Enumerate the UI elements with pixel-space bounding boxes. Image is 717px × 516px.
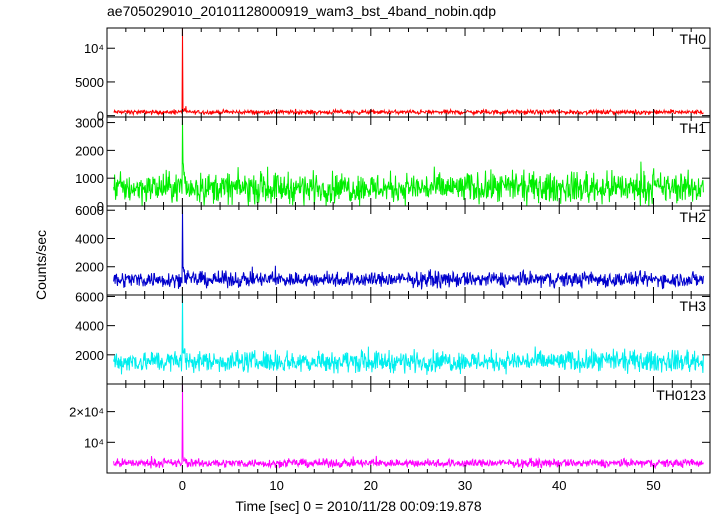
x-tick-label: 30: [458, 478, 472, 493]
y-tick-label: 4000: [75, 319, 104, 334]
y-tick-label: 10⁴: [84, 435, 104, 450]
x-tick-label: 40: [552, 478, 566, 493]
y-tick-label: 1000: [75, 171, 104, 186]
y-tick-label: 10⁴: [84, 41, 104, 56]
y-tick-label: 4000: [75, 231, 104, 246]
y-tick-label: 6000: [75, 203, 104, 218]
panel-th3: 2000 4000 6000 TH3: [75, 289, 711, 385]
y-tick-label: 2000: [75, 348, 104, 363]
series-line-th3: [113, 295, 704, 375]
y-tick-label: 6000: [75, 289, 104, 304]
panel-frame: [106, 383, 711, 474]
panel-frame: [106, 27, 711, 118]
panel-label-th0: TH0: [680, 31, 707, 47]
series-line-th2: [113, 206, 704, 290]
panel-th2: 2000 4000 6000 TH2: [75, 203, 711, 296]
y-tick-label: 0: [97, 109, 104, 124]
x-tick-label: 10: [269, 478, 283, 493]
y-tick-label: 0: [97, 199, 104, 214]
panel-th1: 0 1000 2000 3000 TH1: [75, 116, 711, 214]
y-tick-label: 2000: [75, 143, 104, 158]
panel-label-th0123: TH0123: [656, 387, 706, 403]
chart-title: ae705029010_20101128000919_wam3_bst_4ban…: [107, 3, 496, 19]
series-line-th0: [113, 28, 704, 117]
x-tick-label: 50: [646, 478, 660, 493]
panel-th0: 0 5000 10⁴ TH0: [75, 27, 711, 124]
y-tick-label: 2000: [75, 260, 104, 275]
panel-label-th1: TH1: [680, 120, 707, 136]
panel-label-th2: TH2: [680, 209, 707, 225]
y-tick-label: 5000: [75, 75, 104, 90]
panel-th0123: 10⁴ 2×10⁴ TH0123: [69, 383, 711, 474]
x-tick-label: 0: [179, 478, 186, 493]
series-line-th1: [113, 119, 704, 206]
y-tick-label: 2×10⁴: [69, 405, 104, 420]
panel-label-th3: TH3: [680, 298, 707, 314]
y-tick-label: 3000: [75, 116, 104, 131]
series-line-th0123: [113, 384, 704, 470]
x-tick-label: 20: [364, 478, 378, 493]
panel-frame: [106, 294, 711, 385]
x-axis-label: Time [sec] 0 = 2010/11/28 00:09:19.878: [235, 498, 482, 514]
